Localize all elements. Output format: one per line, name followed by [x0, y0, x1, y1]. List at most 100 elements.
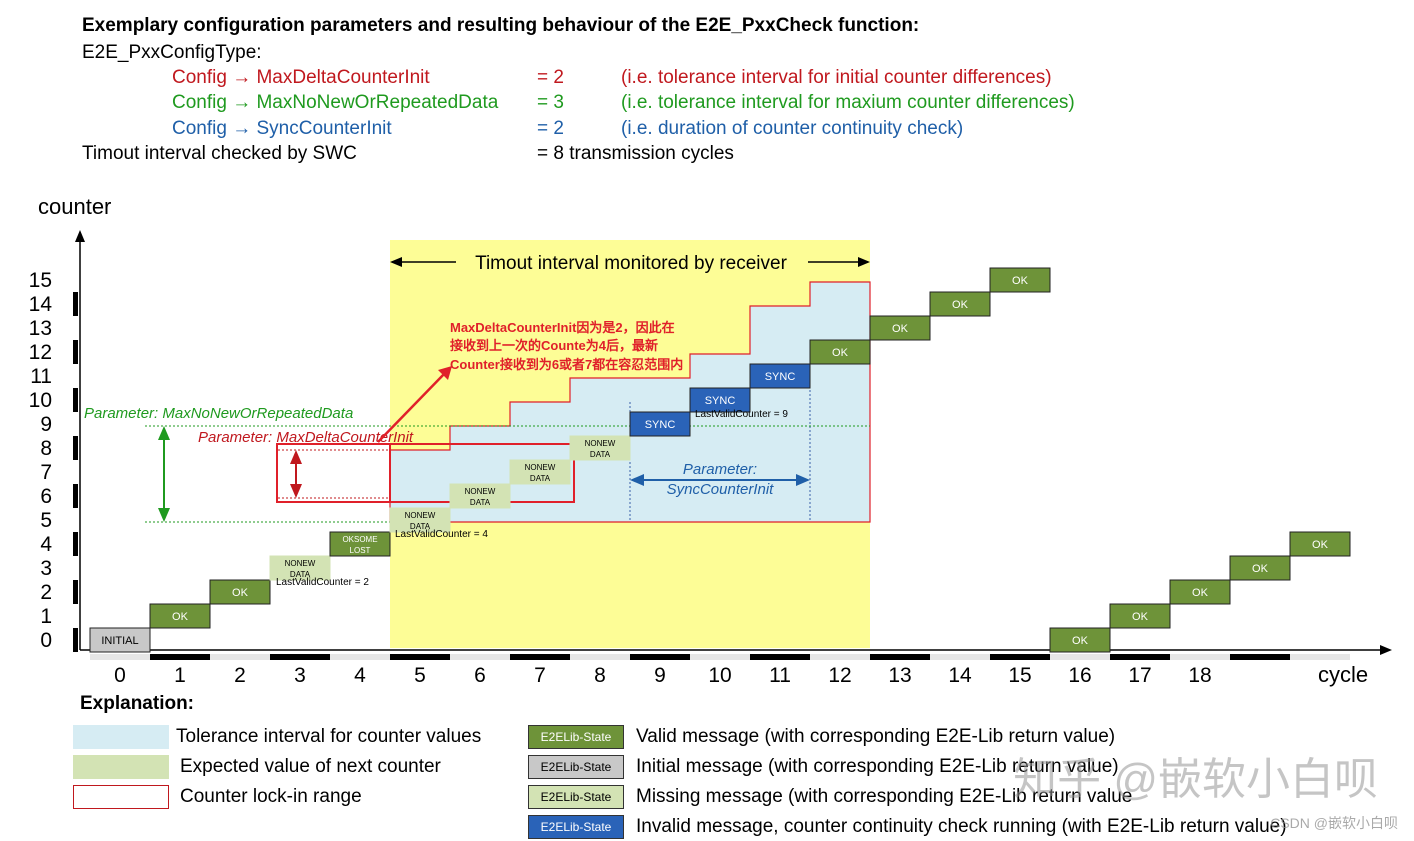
- state-box-ok: OK: [809, 339, 871, 365]
- annotation-cn-2: 接收到上一次的Counte为4后，最新: [450, 338, 658, 353]
- x-axis-segment: [1170, 654, 1230, 660]
- lastvalid-4: LastValidCounter = 4: [395, 529, 488, 540]
- x-axis-segment: [690, 654, 750, 660]
- x-tick-label: 2: [234, 664, 246, 687]
- y-tick-label: 4: [40, 533, 52, 556]
- legend-text-invalid: Invalid message, counter continuity chec…: [636, 816, 1287, 837]
- y-tick-label: 9: [40, 413, 52, 436]
- state-label: NONEW: [585, 439, 616, 448]
- x-axis-segment: [270, 654, 330, 660]
- legend-swatch-expected: [73, 755, 169, 779]
- y-axis-segment: [73, 532, 78, 556]
- state-label: OK: [952, 299, 969, 311]
- y-axis-segment: [73, 556, 78, 580]
- x-tick-label: 15: [1008, 664, 1031, 687]
- x-axis-label: cycle: [1318, 662, 1368, 687]
- state-label: OK: [232, 587, 249, 599]
- y-tick-label: 15: [29, 269, 52, 292]
- x-tick-label: 13: [888, 664, 911, 687]
- state-label: OK: [892, 323, 909, 335]
- state-box-ok: OK: [1049, 627, 1111, 653]
- y-tick-label: 10: [29, 389, 52, 412]
- x-axis-segment: [210, 654, 270, 660]
- x-tick-label: 11: [769, 664, 791, 687]
- timeout-value: = 8 transmission cycles: [537, 143, 734, 164]
- y-axis-segment: [73, 580, 78, 604]
- x-tick-label: 0: [114, 664, 126, 687]
- x-axis-segment: [1110, 654, 1170, 660]
- state-box-ok: OK: [1169, 579, 1231, 605]
- param-maxnonew-label: Parameter: MaxNoNewOrRepeatedData: [84, 405, 353, 422]
- x-axis-segment: [870, 654, 930, 660]
- param-value-maxnonew: = 3: [537, 92, 564, 113]
- y-axis-segment: [73, 316, 78, 340]
- timeout-banner: Timout interval monitored by receiver: [475, 253, 788, 274]
- legend-state-valid: E2ELib-State: [528, 725, 624, 749]
- y-axis-segment: [73, 412, 78, 436]
- x-axis-segment: [390, 654, 450, 660]
- y-axis-segment: [73, 460, 78, 484]
- lastvalid-9: LastValidCounter = 9: [695, 409, 788, 420]
- y-tick-label: 0: [40, 629, 52, 652]
- y-tick-label: 2: [40, 581, 52, 604]
- y-tick-label: 5: [40, 509, 52, 532]
- param-name-sync: Config → SyncCounterInit: [172, 118, 392, 139]
- x-axis-segment: [90, 654, 150, 660]
- state-label: DATA: [590, 450, 611, 459]
- state-box-ok: OK: [1229, 555, 1291, 581]
- state-label: OK: [1012, 275, 1029, 287]
- y-axis-segment: [73, 484, 78, 508]
- y-axis-segment: [73, 340, 78, 364]
- watermark-main: 知乎 @嵌软小白呗: [1013, 755, 1378, 804]
- x-axis-segment: [810, 654, 870, 660]
- state-label: OK: [1192, 587, 1209, 599]
- legend-state-initial: E2ELib-State: [528, 755, 624, 779]
- y-tick-label: 14: [29, 293, 53, 316]
- state-label: OK: [1132, 611, 1149, 623]
- x-axis-segment: [510, 654, 570, 660]
- y-axis-segment: [73, 508, 78, 532]
- y-tick-label: 7: [40, 461, 52, 484]
- state-box-missing: NONEW DATA: [509, 459, 571, 485]
- state-label: NONEW: [525, 463, 556, 472]
- y-tick-label: 13: [29, 317, 52, 340]
- y-axis-segment: [73, 436, 78, 460]
- y-tick-label: 3: [40, 557, 52, 580]
- param-desc-sync: (i.e. duration of counter continuity che…: [621, 118, 964, 139]
- state-label: OK: [172, 611, 189, 623]
- state-label: NONEW: [465, 487, 496, 496]
- config-type-label: E2E_PxxConfigType:: [82, 42, 262, 63]
- state-box-ok: OK: [209, 579, 271, 605]
- y-axis-label: counter: [38, 194, 111, 219]
- param-maxdelta-label: Parameter: MaxDeltaCounterInit: [198, 429, 414, 446]
- state-box-ok: OK: [1109, 603, 1171, 629]
- x-tick-label: 18: [1188, 664, 1211, 687]
- legend-state-invalid: E2ELib-State: [528, 815, 624, 839]
- y-axis-segment: [73, 604, 78, 628]
- x-axis-segment: [570, 654, 630, 660]
- param-name-maxnonew: Config → MaxNoNewOrRepeatedData: [172, 92, 499, 113]
- page-title: Exemplary configuration parameters and r…: [82, 15, 920, 36]
- state-box-invalid: SYNC: [689, 387, 751, 413]
- legend-text-missing: Missing message (with corresponding E2E-…: [636, 786, 1133, 807]
- x-tick-label: 7: [534, 664, 546, 687]
- legend-text-valid: Valid message (with corresponding E2E-Li…: [636, 726, 1116, 747]
- state-label: OK: [1312, 539, 1329, 551]
- x-axis-segment: [330, 654, 390, 660]
- watermark-small: CSDN @嵌软小白呗: [1270, 815, 1398, 831]
- x-axis-segment: [930, 654, 990, 660]
- state-label: OKSOME: [342, 535, 377, 544]
- state-box-missing: NONEW DATA: [389, 507, 451, 533]
- state-box-ok: OK: [1289, 531, 1351, 557]
- state-label: INITIAL: [101, 635, 138, 647]
- param-value-sync: = 2: [537, 118, 564, 139]
- legend-state-missing: E2ELib-State: [528, 785, 624, 809]
- state-label: DATA: [410, 522, 431, 531]
- x-tick-label: 4: [354, 664, 366, 687]
- x-axis-segment: [750, 654, 810, 660]
- x-tick-label: 10: [708, 664, 731, 687]
- state-box-initial: INITIAL: [89, 627, 151, 653]
- param-sync-label-2: SyncCounterInit: [667, 481, 775, 498]
- y-tick-label: 1: [40, 605, 52, 628]
